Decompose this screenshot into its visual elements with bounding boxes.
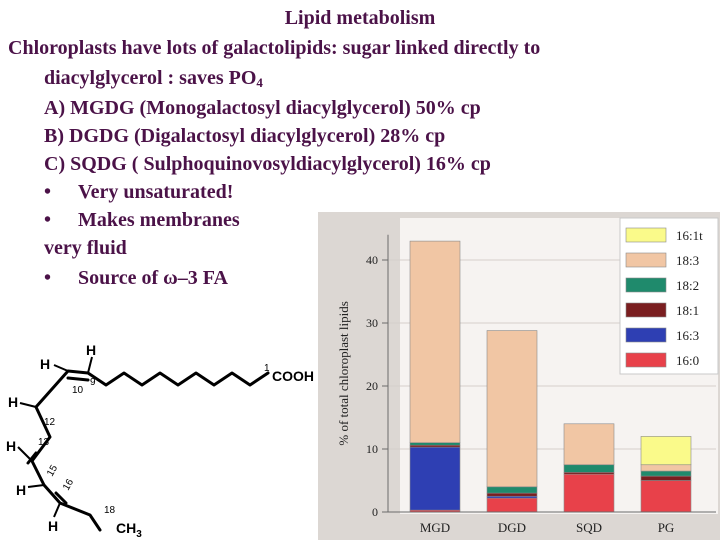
hydrogen-label: H	[48, 518, 58, 534]
legend-swatch	[625, 227, 667, 243]
carbon-number: 18	[104, 505, 116, 516]
x-tick-label: DGD	[498, 520, 526, 535]
legend-swatch	[625, 277, 667, 293]
legend-box	[619, 217, 719, 375]
slide-title: Lipid metabolism	[284, 7, 436, 29]
bullet-text: Source of ω–3 FA	[78, 267, 228, 289]
bar-segment	[563, 464, 615, 473]
bullet-makes-membranes: • Makes membranes	[44, 209, 240, 232]
bar-segment	[409, 442, 461, 446]
text-diacylglycerol-line: diacylglycerol : saves PO4	[44, 67, 263, 91]
bar-segment	[486, 486, 538, 494]
y-tick-label: 40	[366, 253, 378, 267]
hydrogen-label: H	[8, 394, 18, 410]
legend-label: 18:1	[676, 303, 699, 318]
bar-segment	[563, 423, 615, 466]
legend-label: 16:3	[676, 328, 699, 343]
legend-label: 16:0	[676, 353, 699, 368]
bullet-very-unsaturated: • Very unsaturated!	[44, 181, 233, 204]
item-dgdg: B) DGDG (Digalactosyl diacylglycerol) 28…	[44, 125, 446, 147]
bullet-glyph: •	[44, 181, 52, 203]
text-very-fluid: very fluid	[44, 237, 127, 259]
bullet-omega-3: • Source of ω–3 FA	[44, 267, 228, 290]
legend-swatch	[625, 327, 667, 343]
bar-segment	[486, 497, 538, 513]
ch3-subscript: 3	[136, 529, 142, 540]
y-tick-label: 20	[366, 379, 378, 393]
x-tick-label: MGD	[420, 520, 450, 535]
item-mgdg: A) MGDG (Monogalactosyl diacylglycerol) …	[44, 97, 481, 119]
carbon-number: 10	[72, 385, 84, 396]
legend-swatch	[625, 252, 667, 268]
legend-swatch	[625, 352, 667, 368]
ch3-text: CH	[116, 520, 136, 536]
bar-segment	[486, 492, 538, 497]
bar-segment	[640, 475, 692, 481]
hydrogen-label: H	[6, 438, 16, 454]
y-tick-label: 10	[366, 442, 378, 456]
bar-segment	[640, 436, 692, 466]
carbon-number: 16	[61, 477, 76, 493]
bar-segment	[640, 470, 692, 477]
carbon-number: 9	[90, 377, 96, 388]
legend-label: 18:2	[676, 278, 699, 293]
carbon-number: 12	[44, 417, 56, 428]
carbon-chain	[26, 369, 270, 532]
bullet-text: Makes membranes	[78, 209, 240, 231]
text-chloroplasts-line: Chloroplasts have lots of galactolipids:…	[8, 37, 541, 59]
hydrogen-label: H	[86, 342, 96, 358]
y-axis-label: % of total chloroplast lipids	[336, 301, 351, 445]
po4-subscript: 4	[256, 75, 263, 90]
y-tick-label: 0	[372, 505, 378, 519]
bar-segment	[563, 473, 615, 513]
x-tick-label: SQD	[576, 520, 602, 535]
legend-swatch	[625, 302, 667, 318]
bar-segment	[486, 330, 538, 488]
bullet-glyph: •	[44, 209, 52, 231]
fatty-acid-composition-chart: 0 10 20 30 40 MGD DGD SQD PG % of total chloropl…	[318, 212, 720, 540]
bar-segment	[409, 446, 461, 511]
item-sqdg: C) SQDG ( Sulphoquinovosyldiacylglycerol…	[44, 153, 491, 175]
bar-segment	[640, 480, 692, 513]
bullet-glyph: •	[44, 267, 52, 289]
legend-label: 16:1t	[676, 228, 703, 243]
carbon-number: 1	[264, 363, 270, 374]
y-tick-label: 30	[366, 316, 378, 330]
x-tick-label: PG	[658, 520, 675, 535]
hydrogen-bonds	[17, 356, 93, 518]
bar-segment	[409, 240, 461, 444]
carbon-number: 13	[38, 437, 50, 448]
ch3-label: CH3	[116, 520, 142, 540]
hydrogen-label: H	[16, 482, 26, 498]
carbon-number: 15	[45, 463, 60, 479]
linolenic-acid-structure: COOH CH3 H H H H H H 1 9 10 12 13 15 16 …	[6, 342, 314, 540]
bullet-text: Very unsaturated!	[78, 181, 234, 203]
legend-label: 18:3	[676, 253, 699, 268]
bar-segment	[640, 464, 692, 472]
cooh-label: COOH	[272, 368, 314, 384]
hydrogen-label: H	[40, 356, 50, 372]
text-saves-po: diacylglycerol : saves PO	[44, 67, 257, 89]
